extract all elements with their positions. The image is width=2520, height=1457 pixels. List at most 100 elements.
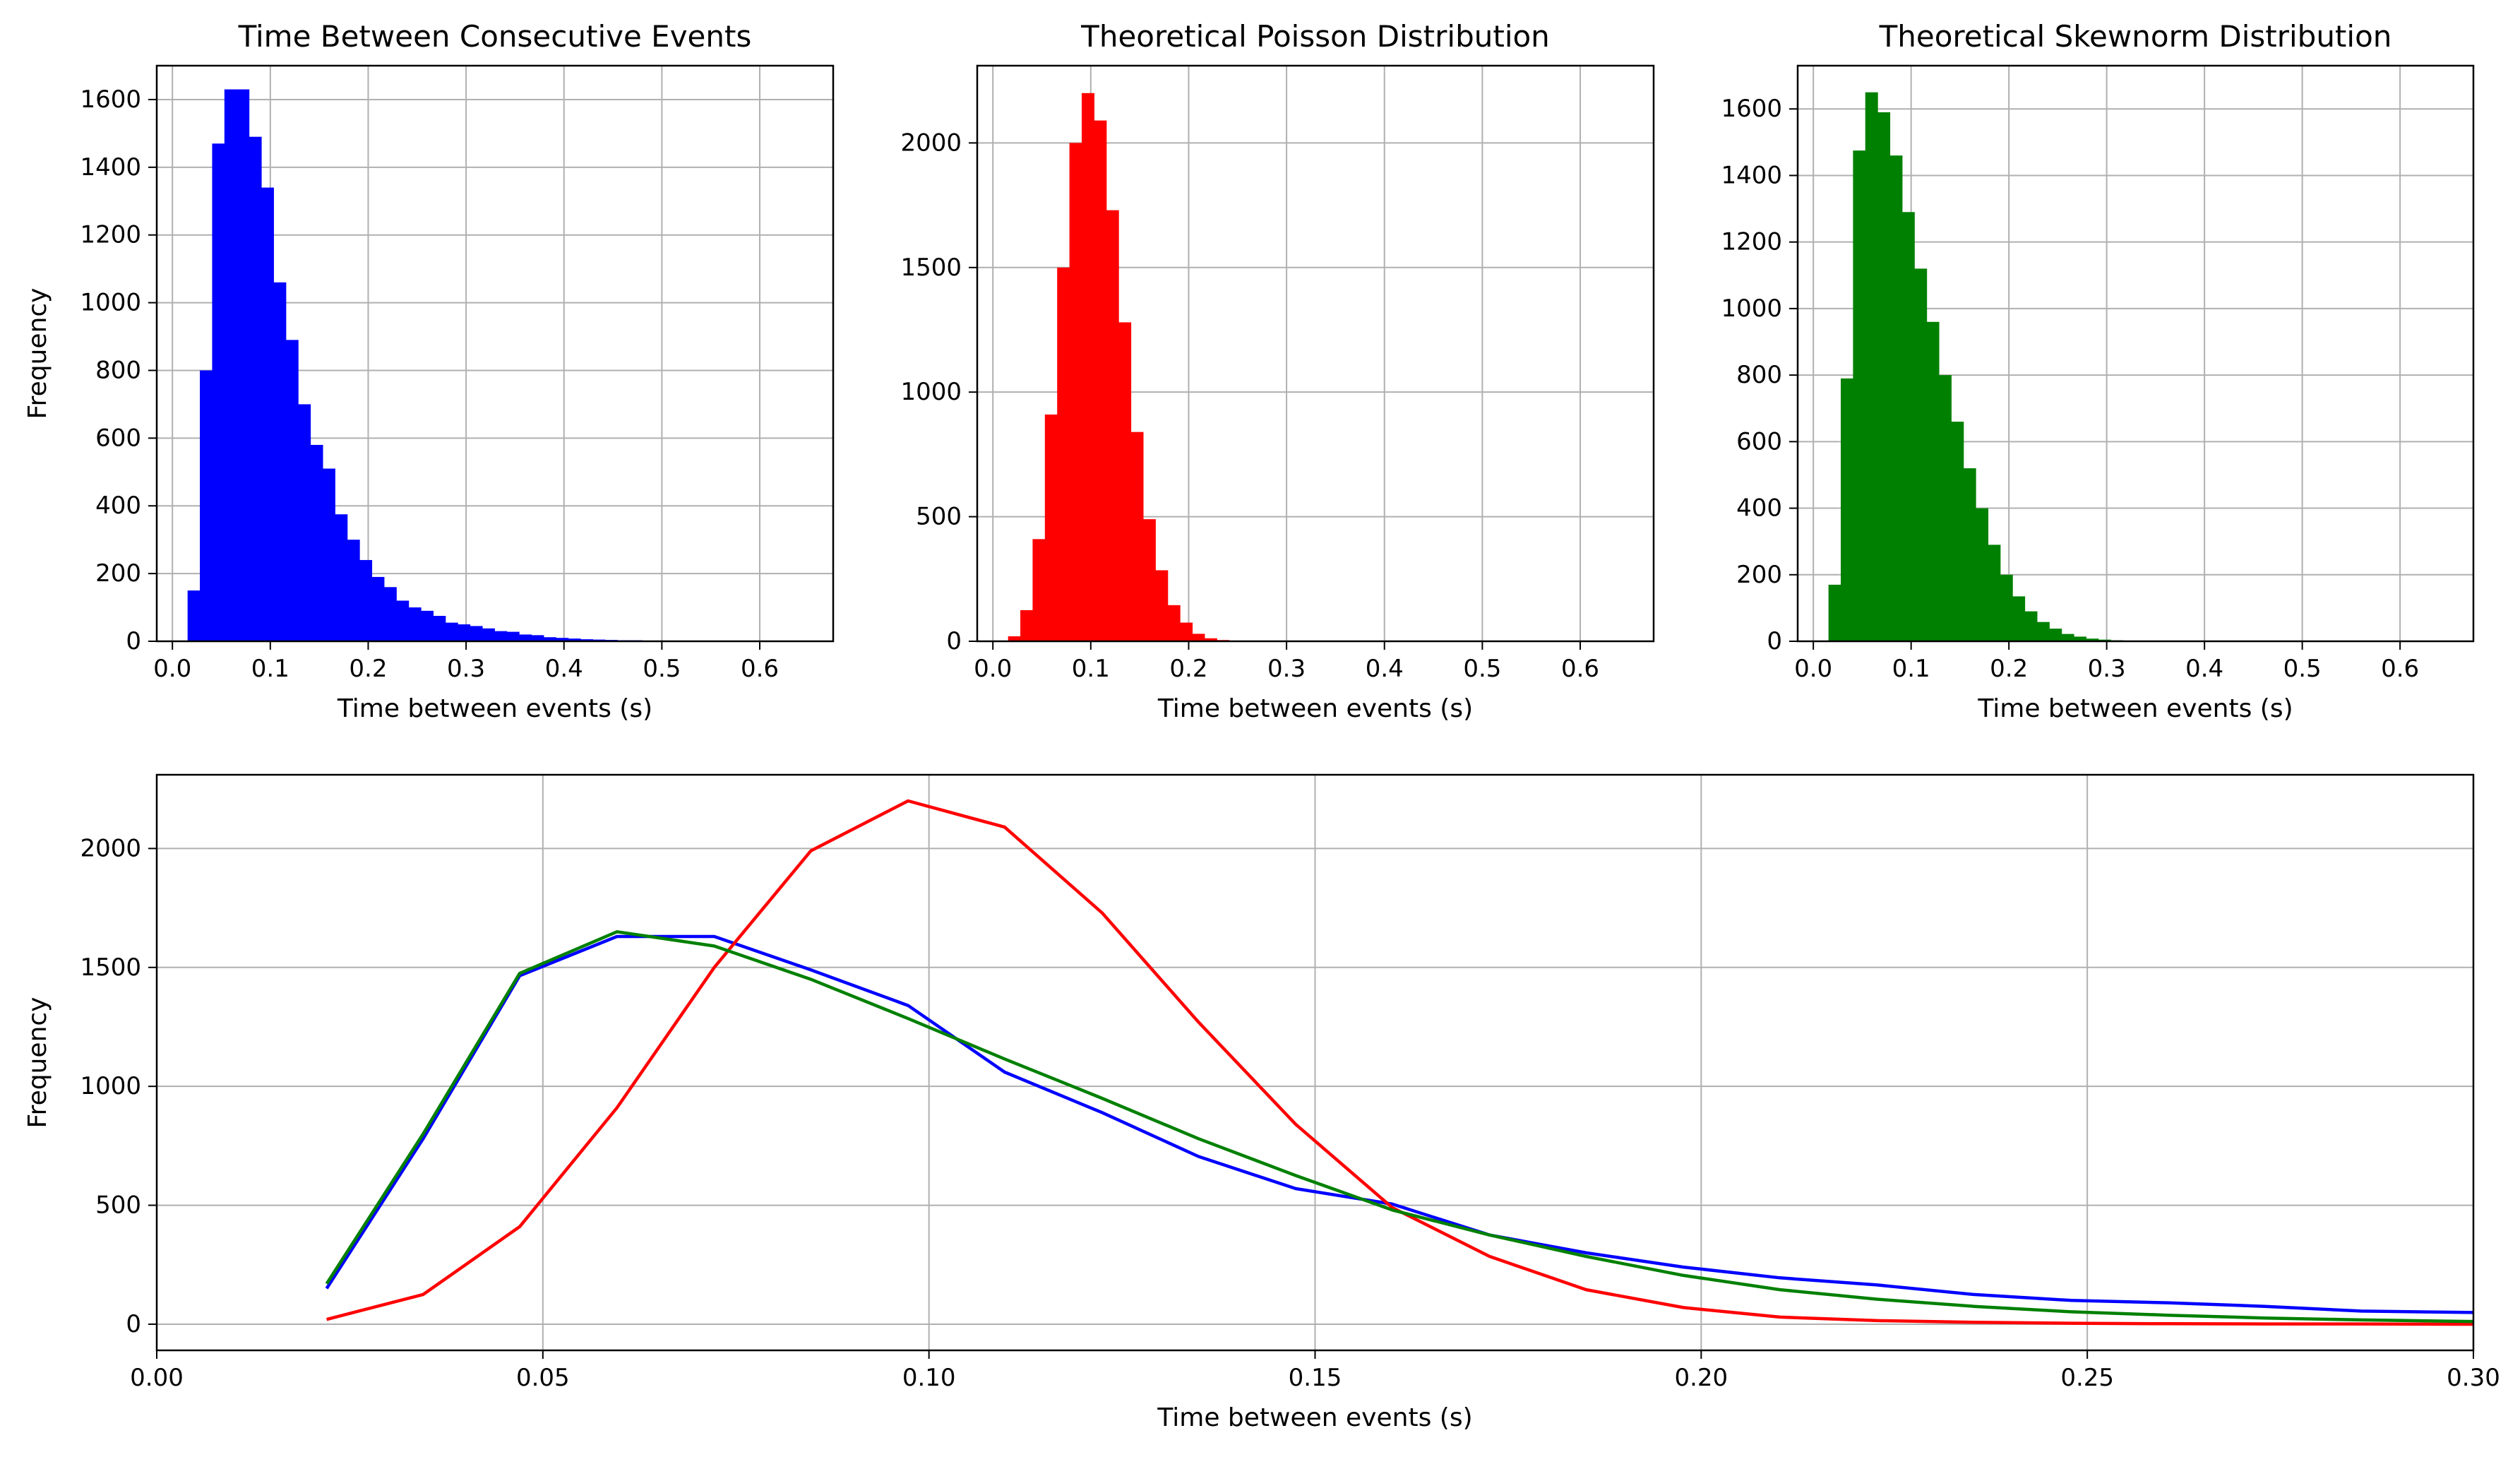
y-tick-label: 1000 bbox=[80, 289, 141, 317]
histogram-bar bbox=[1963, 468, 1976, 641]
histogram-bar bbox=[383, 587, 397, 641]
histogram-bar bbox=[1204, 638, 1217, 641]
y-tick-label: 0 bbox=[126, 627, 141, 655]
y-tick-label: 200 bbox=[95, 559, 141, 588]
x-tick-label: 0.3 bbox=[447, 655, 485, 683]
histogram-bar bbox=[458, 624, 471, 641]
chart-title: Theoretical Poisson Distribution bbox=[1080, 19, 1550, 54]
y-tick-label: 1200 bbox=[1721, 228, 1782, 256]
histogram-bar bbox=[200, 370, 213, 641]
x-tick-label: 0.1 bbox=[251, 655, 289, 683]
x-tick-label: 0.30 bbox=[2447, 1364, 2500, 1392]
axes-frame bbox=[976, 64, 1655, 643]
x-tick-label: 0.6 bbox=[1561, 655, 1599, 683]
histogram-bar bbox=[1877, 112, 1891, 641]
chart-hist-observed: 0.0 0.1 0.2 0.3 0.4 0.5 0.6 0 200 400 600 800 1000 12… bbox=[23, 19, 835, 723]
y-tick-label: 2000 bbox=[80, 834, 141, 862]
data-marks bbox=[325, 799, 2473, 1326]
tick-labels: 0.0 0.1 0.2 0.3 0.4 0.5 0.6 0 500 1000 1500 2000 bbox=[900, 129, 1599, 683]
histogram-bar bbox=[482, 628, 495, 641]
histogram-bar bbox=[371, 576, 385, 641]
chart-title: Theoretical Skewnorm Distribution bbox=[1879, 19, 2392, 54]
y-tick-label: 600 bbox=[95, 424, 141, 452]
y-tick-label: 0 bbox=[946, 627, 962, 655]
histogram-bar bbox=[2086, 638, 2099, 641]
x-tick-label: 0.05 bbox=[516, 1364, 570, 1392]
chart-hist-skewnorm: 0.0 0.1 0.2 0.3 0.4 0.5 0.6 0 200 400 600 800 1000 12… bbox=[1721, 19, 2475, 723]
histogram-bar bbox=[237, 89, 250, 641]
histogram-bar bbox=[1938, 375, 1952, 641]
y-tick-label: 500 bbox=[916, 503, 962, 531]
x-tick-label: 0.5 bbox=[2283, 655, 2322, 683]
histogram-bar bbox=[556, 638, 569, 641]
histogram-bar bbox=[420, 610, 434, 641]
tick-labels: 0.0 0.1 0.2 0.3 0.4 0.5 0.6 0 200 400 600 800 1000 12… bbox=[80, 85, 779, 683]
tick-labels: 0.00 0.05 0.10 0.15 0.20 0.25 0.30 0 500 1000 1500… bbox=[80, 834, 2500, 1392]
x-tick-label: 0.3 bbox=[1267, 655, 1306, 683]
y-tick-label: 1600 bbox=[1721, 95, 1782, 123]
histogram-bar bbox=[1192, 634, 1205, 641]
x-tick-label: 0.1 bbox=[1072, 655, 1110, 683]
histogram-bar bbox=[273, 282, 287, 641]
y-tick-label: 400 bbox=[1736, 494, 1782, 523]
y-axis-label: Frequency bbox=[23, 997, 52, 1129]
y-tick-label: 1600 bbox=[80, 85, 141, 114]
x-tick-label: 0.4 bbox=[545, 655, 583, 683]
histogram-bar bbox=[2073, 636, 2086, 641]
histogram-bar bbox=[1951, 422, 1964, 641]
histogram-bar bbox=[1118, 322, 1132, 641]
x-axis-label: Time between events (s) bbox=[1157, 694, 1473, 723]
histogram-bar bbox=[580, 639, 593, 641]
axes-frame bbox=[1796, 64, 2475, 643]
x-tick-label: 0.00 bbox=[130, 1364, 184, 1392]
histogram-bar bbox=[1069, 143, 1082, 641]
histogram-bar bbox=[1840, 378, 1853, 641]
histogram-bar bbox=[1142, 519, 1156, 641]
x-tick-label: 0.15 bbox=[1289, 1364, 1342, 1392]
histogram-bar bbox=[1914, 268, 1928, 641]
x-tick-label: 0.6 bbox=[2381, 655, 2419, 683]
histogram-bar bbox=[2036, 622, 2050, 641]
x-tick-label: 0.0 bbox=[974, 655, 1012, 683]
histogram-bar bbox=[445, 622, 458, 641]
y-tick-label: 200 bbox=[1736, 561, 1782, 589]
tick-labels: 0.0 0.1 0.2 0.3 0.4 0.5 0.6 0 200 400 600 800 1000 12… bbox=[1721, 95, 2419, 683]
x-tick-label: 0.5 bbox=[1463, 655, 1501, 683]
histogram-bar bbox=[2012, 596, 2026, 641]
histogram-bar bbox=[408, 607, 422, 641]
histogram-bar bbox=[335, 514, 348, 641]
histogram-bar bbox=[2049, 629, 2062, 641]
y-axis-label: Frequency bbox=[23, 288, 52, 420]
y-tick-label: 1000 bbox=[80, 1072, 141, 1100]
series-line-0 bbox=[325, 934, 2473, 1314]
histogram-bar bbox=[396, 600, 410, 641]
histogram-bar bbox=[2061, 634, 2074, 641]
histogram-bar bbox=[310, 444, 323, 641]
x-tick-label: 0.1 bbox=[1892, 655, 1930, 683]
data-marks bbox=[1828, 92, 2124, 641]
histogram-bar bbox=[187, 590, 201, 641]
histogram-bar bbox=[1044, 414, 1058, 641]
x-axis-label: Time between events (s) bbox=[1157, 1403, 1472, 1432]
histogram-bar bbox=[285, 340, 299, 641]
y-tick-label: 1000 bbox=[900, 378, 962, 406]
histogram-bar bbox=[1106, 210, 1119, 641]
y-tick-label: 1000 bbox=[1721, 295, 1782, 323]
axes-frame bbox=[155, 64, 835, 643]
histogram-bar bbox=[568, 638, 581, 641]
y-tick-label: 2000 bbox=[900, 129, 962, 157]
histogram-bar bbox=[1988, 545, 2001, 641]
series-line-1 bbox=[326, 799, 2473, 1326]
histogram-bar bbox=[2024, 611, 2038, 641]
x-tick-label: 0.4 bbox=[1366, 655, 1404, 683]
series-line-2 bbox=[325, 930, 2473, 1324]
histogram-bar bbox=[1901, 212, 1915, 641]
x-tick-label: 0.2 bbox=[349, 655, 387, 683]
y-tick-label: 0 bbox=[126, 1310, 141, 1338]
histogram-bar bbox=[531, 635, 544, 641]
data-marks bbox=[187, 89, 802, 641]
y-tick-label: 500 bbox=[95, 1191, 141, 1220]
x-tick-label: 0.2 bbox=[1169, 655, 1207, 683]
